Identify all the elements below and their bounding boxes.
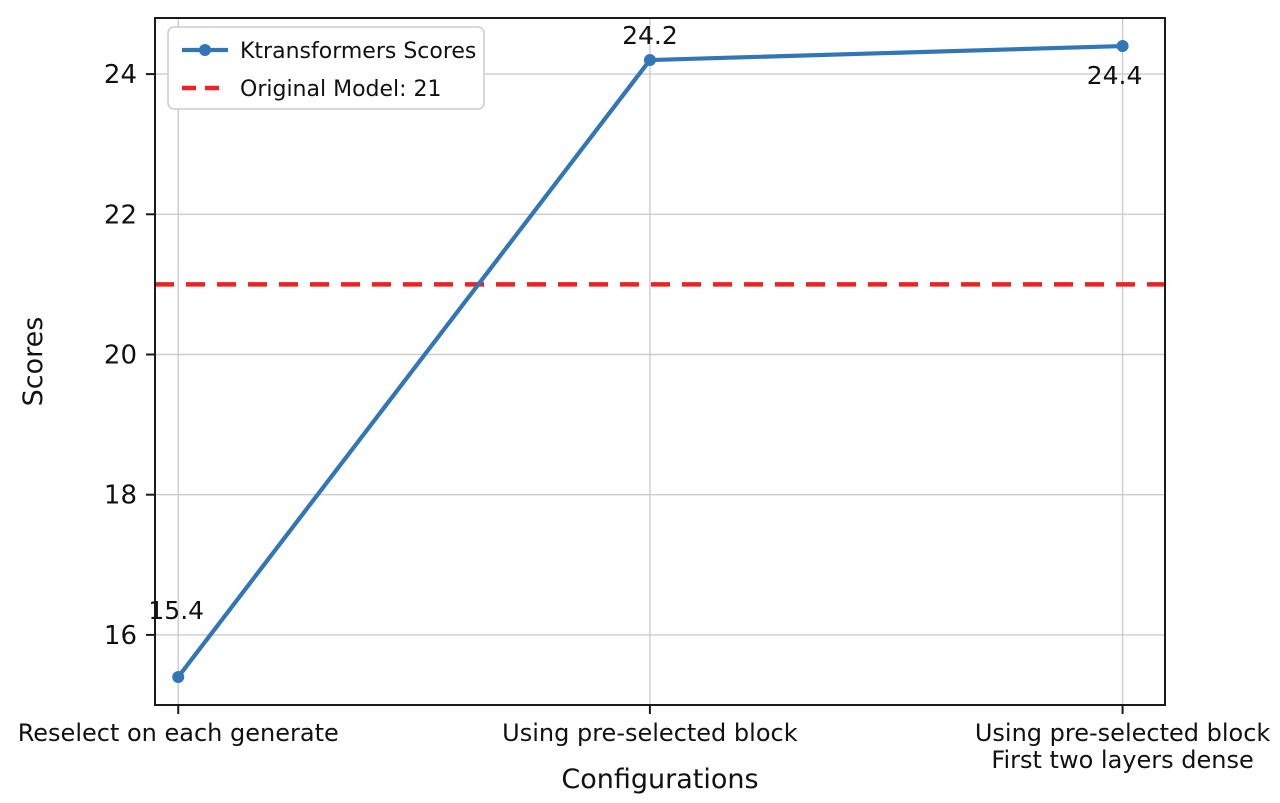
x-axis: Reselect on each generate Using pre-selec… [18, 705, 1271, 774]
y-tick-label: 16 [104, 621, 137, 651]
y-axis: 16 18 20 22 24 [104, 60, 155, 651]
legend-label: Ktransformers Scores [240, 39, 476, 64]
x-axis-title: Configurations [561, 764, 758, 795]
y-tick-label: 24 [104, 60, 137, 90]
gridlines [155, 18, 1165, 705]
x-tick-label: Using pre-selected block [975, 719, 1271, 747]
x-tick-label: Using pre-selected block [502, 719, 798, 747]
plot-frame [154, 17, 1166, 706]
point-label: 24.2 [622, 21, 678, 50]
series-marker [643, 54, 656, 67]
series-marker [1116, 40, 1129, 53]
y-tick-label: 18 [104, 481, 137, 511]
legend: Ktransformers Scores Original Model: 21 [167, 26, 485, 110]
x-tick-label: First two layers dense [991, 746, 1253, 774]
legend-box [167, 26, 485, 110]
legend-marker-sample [199, 44, 211, 56]
y-tick-label: 22 [104, 200, 137, 230]
point-label: 15.4 [148, 596, 204, 625]
y-tick-label: 20 [104, 340, 137, 370]
y-axis-title: Scores [18, 317, 49, 407]
x-tick-label: Reselect on each generate [18, 719, 339, 747]
legend-label: Original Model: 21 [240, 77, 442, 102]
point-label: 24.4 [1087, 61, 1143, 90]
series-marker [172, 670, 185, 683]
